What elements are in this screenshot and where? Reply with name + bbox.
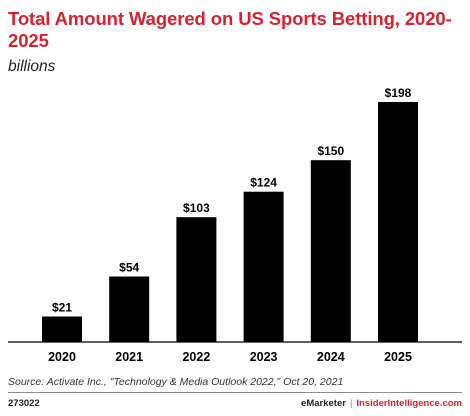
bar-chart: $21 2020 $54 2021 $103 2022 $124 2023 $150 2024 $1… bbox=[8, 86, 462, 364]
x-tick-2021: 2021 bbox=[115, 350, 143, 364]
data-label-2024: $150 bbox=[317, 144, 344, 158]
bar-2022 bbox=[176, 217, 217, 342]
credit-separator: | bbox=[349, 398, 353, 409]
bar-2021 bbox=[109, 276, 150, 342]
x-tick-2023: 2023 bbox=[250, 350, 278, 364]
data-label-2023: $124 bbox=[250, 176, 277, 190]
data-label-2021: $54 bbox=[119, 261, 139, 275]
x-tick-2020: 2020 bbox=[48, 350, 76, 364]
chart-title: Total Amount Wagered on US Sports Bettin… bbox=[8, 8, 452, 51]
credit-line: eMarketer | InsiderIntelligence.com bbox=[301, 398, 462, 409]
data-label-2020: $21 bbox=[52, 301, 72, 315]
data-label-2025: $198 bbox=[385, 86, 412, 100]
chart-subtitle: billions bbox=[8, 58, 56, 75]
chart-id: 273022 bbox=[8, 398, 40, 409]
bar-2025 bbox=[378, 102, 418, 342]
brand-name: eMarketer bbox=[301, 398, 346, 409]
bar-2024 bbox=[310, 160, 351, 342]
x-tick-2024: 2024 bbox=[317, 350, 345, 364]
footer-divider bbox=[8, 392, 462, 393]
bar-2020 bbox=[42, 316, 82, 342]
x-tick-2025: 2025 bbox=[384, 350, 412, 364]
site-link[interactable]: InsiderIntelligence.com bbox=[356, 398, 462, 409]
bar-2023 bbox=[243, 191, 284, 342]
source-note: Source: Activate Inc., "Technology & Med… bbox=[8, 376, 344, 388]
data-label-2022: $103 bbox=[183, 201, 210, 215]
x-tick-2022: 2022 bbox=[182, 350, 210, 364]
